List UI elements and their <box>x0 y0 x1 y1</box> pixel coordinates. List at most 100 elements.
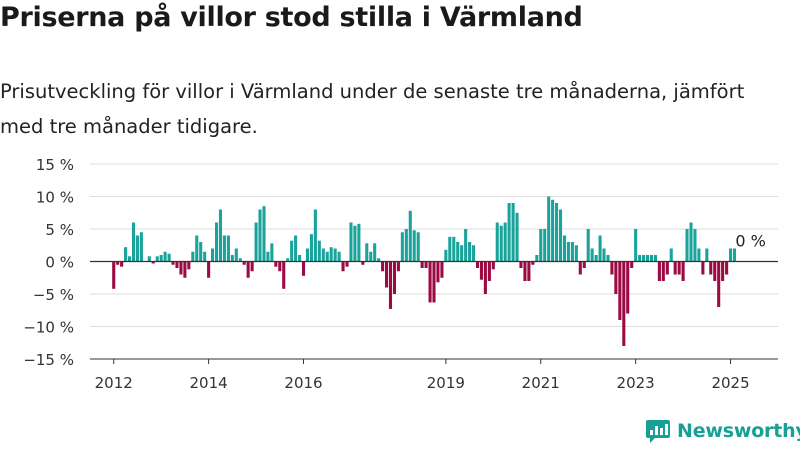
bar <box>392 261 397 294</box>
bar <box>147 256 151 262</box>
y-tick-label: 10 % <box>36 189 74 207</box>
bar <box>594 255 598 262</box>
bar <box>582 261 586 268</box>
bar <box>218 209 223 262</box>
chart-subtitle: Prisutveckling för villor i Värmland und… <box>0 80 745 138</box>
bar <box>369 251 373 262</box>
bar <box>183 261 187 278</box>
bar <box>681 261 685 281</box>
bar <box>120 261 124 267</box>
bar <box>444 249 448 262</box>
bar <box>163 251 167 262</box>
bar <box>665 261 669 275</box>
x-tick-label: 2023 <box>617 374 655 390</box>
bar <box>491 261 495 270</box>
bar <box>250 261 254 272</box>
bar <box>487 261 491 281</box>
brand-name: Newsworthy <box>677 420 800 442</box>
bar <box>290 240 294 262</box>
bar <box>199 242 203 262</box>
newsworthy-icon <box>646 420 670 443</box>
bar <box>653 255 657 262</box>
bar <box>725 261 729 275</box>
x-tick-label: 2012 <box>95 374 133 390</box>
bar <box>116 261 120 265</box>
bar <box>483 261 487 294</box>
x-tick-label: 2019 <box>427 374 465 390</box>
bar <box>578 261 582 275</box>
bar <box>559 209 563 262</box>
bar <box>203 251 207 262</box>
bar <box>610 261 614 275</box>
bar <box>207 261 211 278</box>
bar <box>586 229 590 262</box>
bar <box>230 255 234 262</box>
bar <box>408 210 412 262</box>
bar <box>361 261 365 265</box>
bar <box>475 261 480 268</box>
bar <box>127 256 132 262</box>
bar <box>282 261 286 289</box>
bar <box>278 261 282 272</box>
bar <box>313 209 317 262</box>
bar <box>606 255 610 262</box>
y-tick-label: 15 % <box>36 156 74 174</box>
bar <box>515 212 519 262</box>
bar <box>697 248 701 262</box>
bar <box>191 251 195 262</box>
x-tick-label: 2014 <box>190 374 228 390</box>
bar <box>286 258 290 262</box>
bar <box>187 261 191 270</box>
bar <box>416 232 420 262</box>
bar <box>543 229 547 262</box>
bar <box>298 255 302 262</box>
chart-title: Priserna på villor stod stilla i Värmlan… <box>0 2 583 33</box>
bar <box>721 261 725 281</box>
bar <box>341 261 345 272</box>
bar <box>507 203 511 262</box>
bar <box>440 261 444 278</box>
bar <box>404 229 408 262</box>
bar <box>570 242 574 262</box>
bar <box>151 261 155 264</box>
bar <box>309 234 313 262</box>
bar <box>685 229 689 262</box>
bar <box>689 222 693 262</box>
bar <box>622 261 626 346</box>
bar <box>732 248 737 262</box>
bar <box>301 261 306 276</box>
bar <box>428 261 432 303</box>
bar <box>705 248 709 262</box>
bar <box>590 248 594 262</box>
bar <box>381 261 385 272</box>
bar <box>531 261 535 265</box>
bar <box>396 261 400 272</box>
bar <box>238 258 242 262</box>
bar <box>400 232 404 262</box>
bar <box>452 236 456 262</box>
bar <box>464 229 468 262</box>
bar <box>258 209 262 262</box>
bar <box>717 261 721 307</box>
bar <box>325 251 329 262</box>
bar <box>131 222 136 262</box>
bar <box>539 229 543 262</box>
bar <box>649 255 653 262</box>
bar <box>329 247 333 262</box>
bar <box>357 223 361 262</box>
x-tick-label: 2025 <box>711 374 749 390</box>
bar <box>270 243 274 262</box>
bar <box>562 235 567 262</box>
x-tick-label: 2021 <box>522 374 560 390</box>
bar <box>657 261 661 281</box>
bar <box>460 245 464 262</box>
bar <box>333 248 337 262</box>
bar <box>211 248 215 262</box>
bar <box>226 235 230 262</box>
bar <box>353 225 357 262</box>
bar <box>468 242 472 262</box>
bar <box>234 248 238 262</box>
bar <box>645 255 650 262</box>
bar <box>266 251 270 262</box>
bar <box>527 261 531 281</box>
